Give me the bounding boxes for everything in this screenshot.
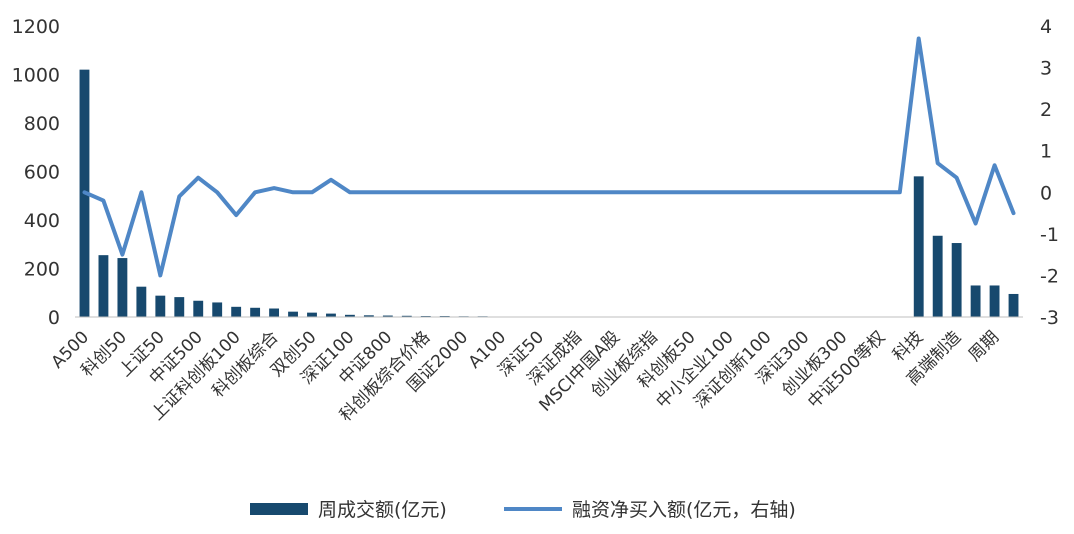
bar — [326, 313, 336, 317]
bar — [913, 176, 924, 317]
bar — [401, 315, 412, 317]
legend-label-bar: 周成交额(亿元) — [318, 499, 447, 521]
bar — [363, 315, 374, 317]
legend-label-line: 融资净买入额(亿元，右轴) — [572, 499, 796, 521]
bar — [155, 295, 166, 317]
y-left-tick-label: 1200 — [12, 16, 60, 38]
bar — [250, 307, 261, 317]
bar — [1008, 293, 1019, 317]
y-left-tick-label: 0 — [48, 307, 60, 329]
bar — [951, 243, 962, 317]
y-right-tick-label: 4 — [1040, 16, 1052, 38]
bar — [382, 315, 393, 317]
bar — [344, 314, 355, 317]
bar — [932, 235, 943, 317]
bar — [117, 258, 128, 317]
y-right-tick-label: 2 — [1040, 99, 1052, 121]
bar — [989, 285, 1000, 317]
y-left-tick-label: 400 — [24, 210, 60, 232]
bar — [269, 308, 280, 317]
y-left-tick-label: 800 — [24, 113, 60, 135]
bar — [231, 306, 242, 317]
legend: 周成交额(亿元) 融资净买入额(亿元，右轴) — [0, 495, 1074, 529]
line-series — [82, 36, 1016, 278]
bar — [288, 311, 298, 317]
y-right-tick-label: 3 — [1040, 58, 1052, 80]
legend-item-line: 融资净买入额(亿元，右轴) — [504, 495, 796, 522]
y-right-tick-label: -1 — [1040, 224, 1059, 246]
legend-item-bar: 周成交额(亿元) — [250, 495, 447, 522]
y-right-tick-label: 0 — [1040, 182, 1052, 204]
bar — [174, 297, 185, 317]
bar — [307, 312, 317, 317]
y-right-tick-label: -2 — [1040, 265, 1059, 287]
legend-swatch-line — [504, 506, 562, 511]
x-tick-label: 周期 — [965, 327, 1003, 365]
bar — [212, 302, 223, 317]
y-left-tick-label: 200 — [24, 259, 60, 281]
y-right-tick-label: -3 — [1040, 307, 1059, 329]
bar — [98, 255, 109, 317]
y-right-tick-label: 1 — [1040, 141, 1052, 163]
y-left-tick-label: 600 — [24, 162, 60, 184]
combo-chart: 020040060080010001200-3-2-101234A500科创50… — [12, 16, 1059, 426]
bar — [970, 285, 981, 317]
legend-swatch-bar — [250, 502, 308, 515]
bar — [193, 300, 204, 317]
bar — [136, 286, 147, 317]
y-left-tick-label: 1000 — [12, 65, 60, 87]
